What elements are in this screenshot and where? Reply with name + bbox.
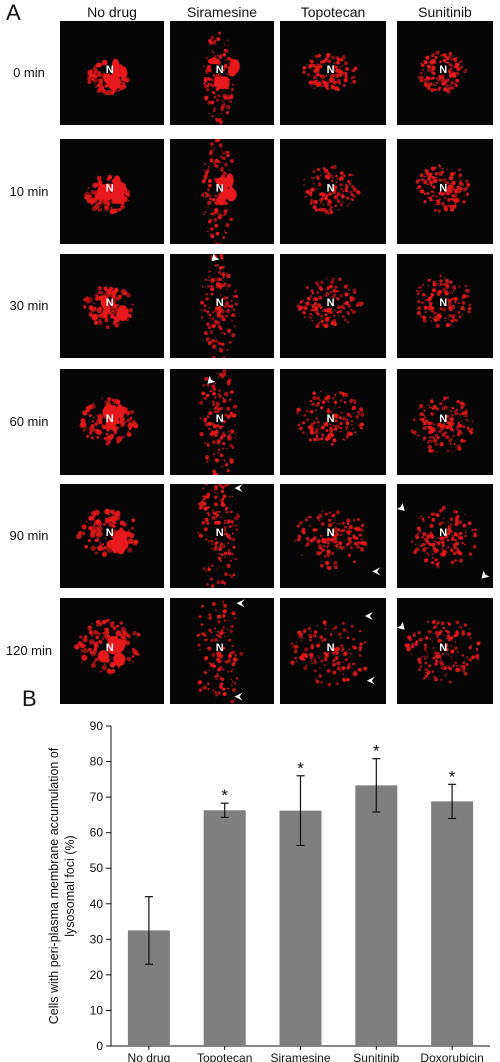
panel-b-letter: B — [22, 686, 37, 711]
x-tick-label: Siramesine — [270, 1051, 330, 1062]
micrograph-cell: N — [280, 21, 386, 125]
row-header: 120 min — [5, 643, 53, 658]
micrograph-cell: N — [170, 369, 274, 475]
micrograph-cell: N — [170, 598, 274, 704]
x-tick-label: Doxorubicin — [420, 1051, 483, 1062]
significance-asterisk: * — [373, 742, 380, 761]
nucleus-label: N — [216, 413, 224, 425]
micrograph-cell: N — [397, 598, 493, 704]
micrograph-cell: N — [60, 369, 164, 475]
significance-asterisk: * — [221, 786, 228, 805]
nucleus-label: N — [106, 527, 114, 539]
x-tick-label: Sunitinib — [353, 1051, 399, 1062]
arrowhead-marker — [236, 599, 245, 608]
y-tick-label: 50 — [90, 861, 104, 875]
bar — [355, 785, 398, 1046]
nucleus-label: N — [327, 64, 335, 76]
x-tick-label: Topotecan — [197, 1051, 252, 1062]
arrowhead-marker — [397, 621, 405, 630]
y-tick-label: 10 — [90, 1003, 104, 1017]
micrograph-cell: N — [170, 254, 274, 358]
y-axis-label: Cells with peri-plasma membrane accumula… — [47, 747, 61, 1024]
micrograph-cell: N — [60, 139, 164, 244]
micrograph-cell: N — [60, 21, 164, 125]
lysosome-accumulation-bar-chart: 0 10 20 30 40 50 60 70 80 90 Cells with peri-plasm… — [47, 719, 490, 1062]
micrograph-cell: N — [60, 254, 164, 358]
panel-a-letter: A — [6, 0, 21, 25]
arrowhead-marker — [366, 676, 375, 685]
arrowhead-marker — [364, 612, 373, 621]
column-header: No drug — [87, 4, 137, 20]
nucleus-label: N — [216, 64, 224, 76]
nucleus-label: N — [106, 64, 114, 76]
row-header: 30 min — [9, 298, 49, 313]
nucleus-label: N — [327, 413, 335, 425]
y-tick-label: 80 — [90, 755, 104, 769]
arrowhead-marker — [207, 375, 216, 384]
micrograph-cell: N — [397, 369, 493, 475]
nucleus-label: N — [327, 297, 335, 309]
significance-asterisk: * — [297, 759, 304, 778]
micrograph-cell: N — [170, 139, 274, 244]
micrograph-cell: N — [170, 21, 274, 125]
y-tick-label: 60 — [90, 826, 104, 840]
arrowhead-marker — [234, 484, 243, 493]
y-tick-label: 70 — [90, 790, 104, 804]
nucleus-label: N — [439, 642, 447, 654]
row-header: 0 min — [13, 65, 45, 80]
column-header: Siramesine — [186, 4, 258, 20]
y-tick-label: 0 — [96, 1039, 103, 1053]
y-tick-label: 90 — [90, 719, 104, 733]
row-header: 90 min — [9, 528, 49, 543]
y-tick-label: 30 — [90, 932, 104, 946]
micrograph-cell: N — [60, 598, 164, 704]
significance-asterisk: * — [449, 767, 456, 786]
micrograph-cell: N — [170, 484, 274, 588]
y-tick-label: 20 — [90, 968, 104, 982]
nucleus-label: N — [106, 297, 114, 309]
row-header: 10 min — [9, 183, 49, 199]
nucleus-label: N — [216, 297, 224, 309]
micrograph-cell: N — [280, 139, 386, 244]
arrowhead-marker — [372, 567, 381, 576]
column-header: Sunitinib — [418, 4, 472, 20]
micrograph-cell: N — [397, 139, 493, 244]
arrowhead-marker — [234, 692, 243, 701]
nucleus-label: N — [327, 183, 335, 195]
nucleus-label: N — [216, 642, 224, 654]
arrowhead-marker — [211, 254, 220, 262]
row-header: 60 min — [9, 414, 49, 429]
micrograph-cell: N — [397, 484, 493, 588]
micrograph-cell: N — [397, 21, 493, 125]
nucleus-label: N — [439, 297, 447, 309]
x-tick-label: No drug — [128, 1051, 171, 1062]
nucleus-label: N — [439, 527, 447, 539]
micrograph-cell: N — [280, 254, 386, 358]
nucleus-label: N — [106, 413, 114, 425]
nucleus-label: N — [216, 527, 224, 539]
nucleus-label: N — [327, 642, 335, 654]
micrograph-cell: N — [280, 369, 386, 475]
y-axis-label: lysosomal foci (%) — [63, 835, 77, 936]
column-header: Topotecan — [300, 4, 366, 20]
y-tick-label: 40 — [90, 897, 104, 911]
nucleus-label: N — [439, 413, 447, 425]
micrograph-cell: N — [280, 598, 386, 704]
nucleus-label: N — [439, 64, 447, 76]
nucleus-label: N — [216, 183, 224, 195]
bar — [431, 801, 474, 1046]
micrograph-cell: N — [60, 484, 164, 588]
arrowhead-marker — [397, 503, 405, 512]
arrowhead-marker — [481, 570, 490, 579]
nucleus-label: N — [106, 642, 114, 654]
bar — [203, 810, 246, 1046]
micrograph-cell: N — [280, 484, 386, 588]
nucleus-label: N — [106, 183, 114, 195]
bar — [279, 810, 322, 1046]
micrograph-cell: N — [397, 254, 493, 358]
nucleus-label: N — [439, 183, 447, 195]
nucleus-label: N — [327, 527, 335, 539]
